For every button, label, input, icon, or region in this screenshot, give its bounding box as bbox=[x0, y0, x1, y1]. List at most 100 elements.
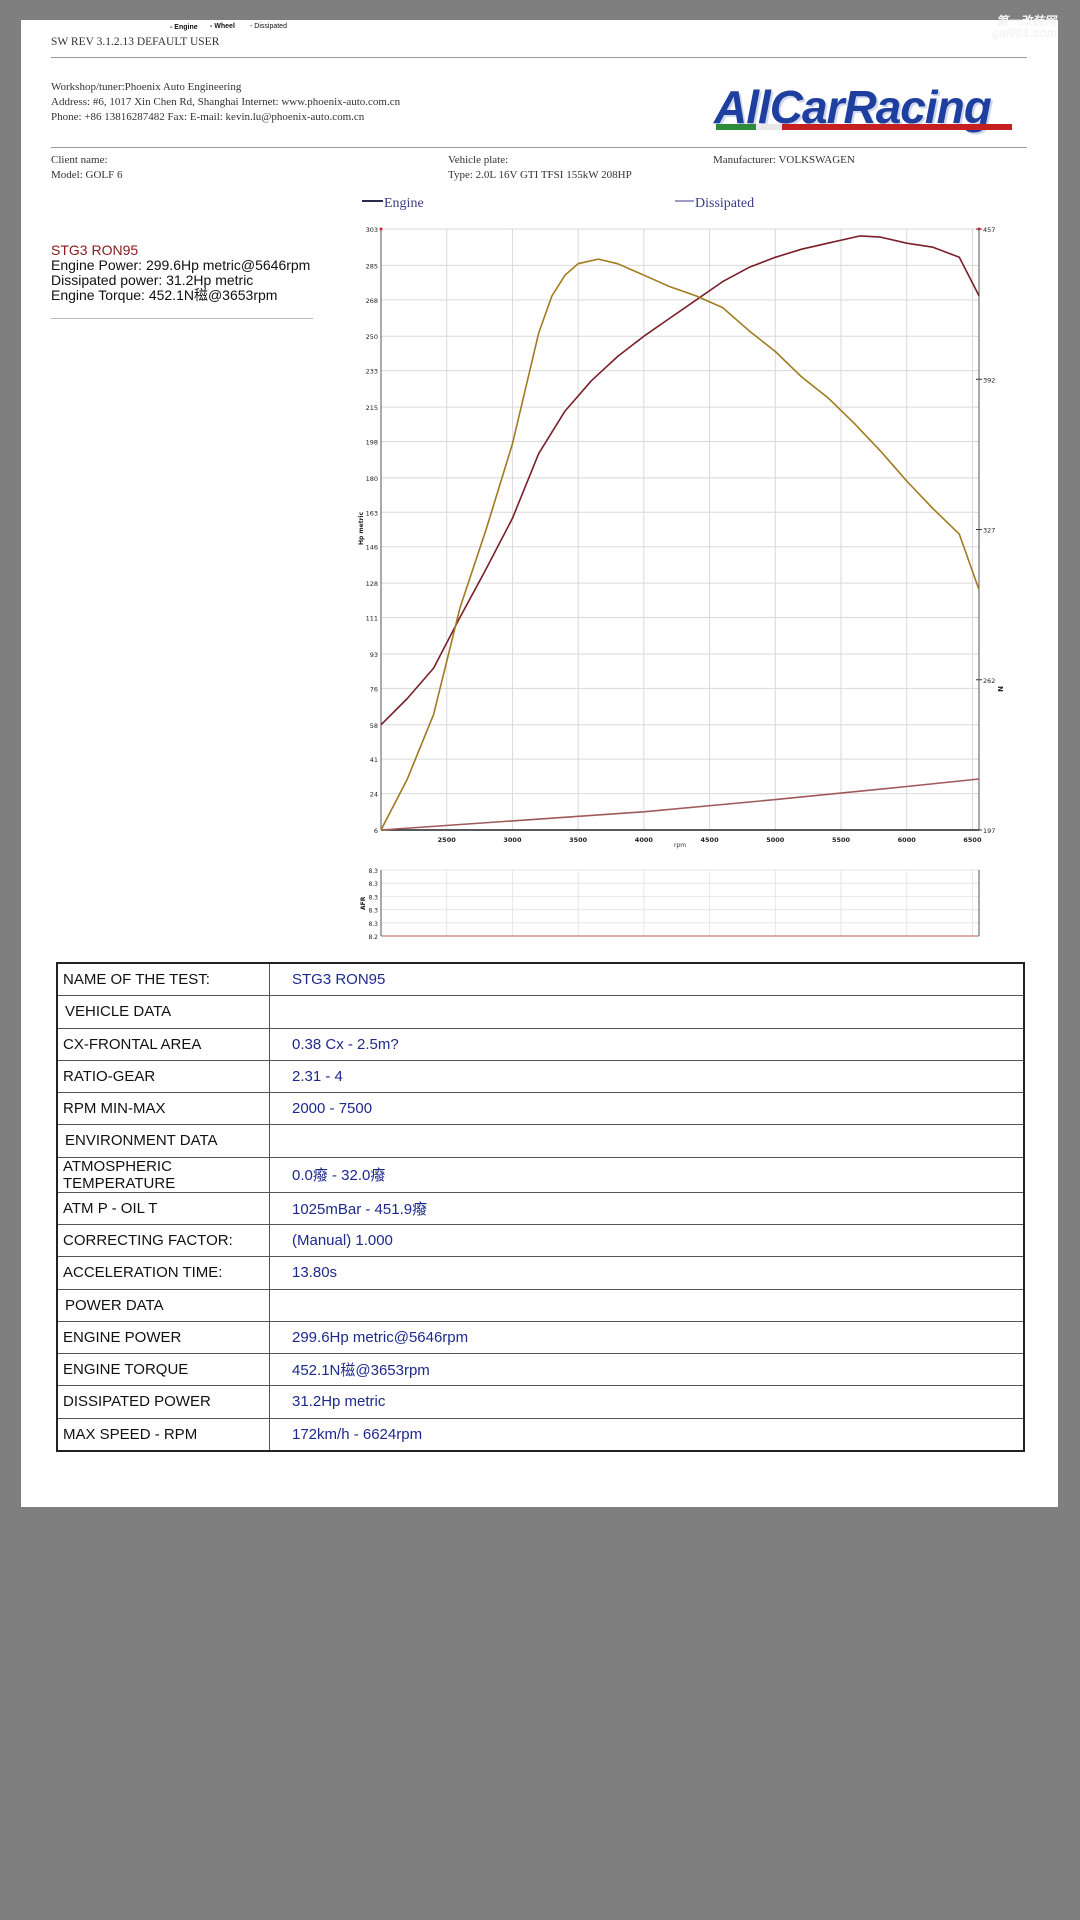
table-value: (Manual) 1.000 bbox=[269, 1224, 1024, 1258]
y-tick-left: 215 bbox=[366, 404, 378, 412]
afr-y-tick: 8.2 bbox=[368, 934, 378, 941]
x-axis-label: rpm bbox=[674, 842, 686, 849]
table-row: ENVIRONMENT DATA bbox=[57, 1124, 1024, 1158]
address-line: Address: #6, 1017 Xin Chen Rd, Shanghai … bbox=[51, 96, 401, 108]
y-tick-left: 24 bbox=[370, 791, 378, 799]
table-value: 0.0癈 - 32.0癈 bbox=[269, 1157, 1024, 1193]
vehicle-type: Type: 2.0L 16V GTI TFSI 155kW 208HP bbox=[448, 169, 632, 181]
x-tick: 6500 bbox=[963, 836, 982, 844]
y-tick-left: 93 bbox=[370, 651, 378, 659]
series-engine-torque-line bbox=[380, 258, 980, 831]
top-legend-dissipated: - Dissipated bbox=[250, 23, 287, 30]
series-dissipated-line bbox=[380, 778, 980, 831]
y-tick-left: 285 bbox=[366, 262, 378, 270]
table-key: VEHICLE DATA bbox=[57, 995, 270, 1029]
afr-y-label: AFR bbox=[360, 896, 367, 910]
x-tick: 4000 bbox=[635, 836, 654, 844]
table-row: DISSIPATED POWER 31.2Hp metric bbox=[57, 1385, 1024, 1419]
top-legend-engine: - Engine bbox=[170, 24, 198, 31]
table-value bbox=[269, 995, 1024, 1029]
table-key: DISSIPATED POWER bbox=[57, 1385, 270, 1419]
y-tick-left: 146 bbox=[366, 544, 378, 552]
header-rule-2 bbox=[51, 147, 1027, 148]
y-tick-left: 198 bbox=[366, 438, 378, 446]
table-value: 452.1N稵@3653rpm bbox=[269, 1353, 1024, 1387]
table-row: ATM P - OIL T 1025mBar - 451.9癈 bbox=[57, 1192, 1024, 1226]
x-tick: 5500 bbox=[832, 836, 851, 844]
y-tick-right: 262 bbox=[983, 677, 995, 685]
y-tick-right: 392 bbox=[983, 376, 995, 384]
table-value: 31.2Hp metric bbox=[269, 1385, 1024, 1419]
x-tick: 3000 bbox=[503, 836, 522, 844]
workshop-line: Workshop/tuner:Phoenix Auto Engineering bbox=[51, 81, 242, 93]
afr-y-tick: 8.3 bbox=[368, 908, 378, 915]
table-value: 299.6Hp metric@5646rpm bbox=[269, 1321, 1024, 1355]
y-tick-left: 233 bbox=[366, 368, 378, 376]
x-tick: 4500 bbox=[701, 836, 720, 844]
marker-top-right bbox=[977, 227, 981, 231]
y-tick-left: 58 bbox=[370, 722, 378, 730]
table-value: 172km/h - 6624rpm bbox=[269, 1418, 1024, 1452]
y-tick-left: 180 bbox=[366, 475, 378, 483]
table-row: CORRECTING FACTOR: (Manual) 1.000 bbox=[57, 1224, 1024, 1258]
table-row: NAME OF THE TEST: STG3 RON95 bbox=[57, 963, 1024, 997]
client-name: Client name: bbox=[51, 154, 108, 166]
table-value: 2.31 - 4 bbox=[269, 1060, 1024, 1094]
summary-rule bbox=[51, 318, 313, 319]
x-tick: 5000 bbox=[766, 836, 785, 844]
y-tick-left: 163 bbox=[366, 509, 378, 517]
y-tick-left: 128 bbox=[366, 580, 378, 588]
table-key: RPM MIN-MAX bbox=[57, 1092, 270, 1126]
summary-engine-power: Engine Power: 299.6Hp metric@5646rpm bbox=[51, 257, 311, 273]
table-key: ATM P - OIL T bbox=[57, 1192, 270, 1226]
dyno-chart: Engine Dissipated 303 285 268 250 233 215 198 180… bbox=[358, 196, 1004, 941]
table-key: MAX SPEED - RPM bbox=[57, 1418, 270, 1452]
table-row: CX-FRONTAL AREA 0.38 Cx - 2.5m? bbox=[57, 1028, 1024, 1061]
test-data-table: NAME OF THE TEST: STG3 RON95 VEHICLE DATA C… bbox=[56, 962, 1025, 1452]
table-key: POWER DATA bbox=[57, 1289, 270, 1322]
table-key: ENGINE POWER bbox=[57, 1321, 270, 1355]
table-row: MAX SPEED - RPM 172km/h - 6624rpm bbox=[57, 1418, 1024, 1452]
table-row: VEHICLE DATA bbox=[57, 995, 1024, 1029]
phone-line: Phone: +86 13816287482 Fax: E-mail: kevi… bbox=[51, 111, 365, 123]
top-legend-wheel: - Wheel bbox=[210, 23, 235, 30]
table-row: RPM MIN-MAX 2000 - 7500 bbox=[57, 1092, 1024, 1126]
y-tick-left: 76 bbox=[370, 685, 378, 693]
table-value bbox=[269, 1124, 1024, 1158]
summary-dissipated-power: Dissipated power: 31.2Hp metric bbox=[51, 272, 254, 288]
table-row: ATMOSPHERIC TEMPERATURE 0.0癈 - 32.0癈 bbox=[57, 1157, 1024, 1193]
table-value: STG3 RON95 bbox=[269, 963, 1024, 997]
x-tick: 3500 bbox=[569, 836, 588, 844]
y-tick-left: 303 bbox=[366, 226, 378, 234]
y-tick-left: 41 bbox=[370, 756, 378, 764]
table-key: CORRECTING FACTOR: bbox=[57, 1224, 270, 1258]
y-tick-left: 250 bbox=[366, 333, 378, 341]
watermark-line2: gai001.com bbox=[992, 26, 1058, 40]
table-value: 1025mBar - 451.9癈 bbox=[269, 1192, 1024, 1226]
y-tick-left: 268 bbox=[366, 297, 378, 305]
header-rule-1 bbox=[51, 57, 1027, 58]
table-key: ENGINE TORQUE bbox=[57, 1353, 270, 1387]
manufacturer: Manufacturer: VOLKSWAGEN bbox=[713, 154, 855, 166]
y-axis-label-right: N bbox=[996, 686, 1004, 692]
vehicle-model: Model: GOLF 6 bbox=[51, 169, 123, 181]
sw-revision: SW REV 3.1.2.13 DEFAULT USER bbox=[51, 36, 220, 48]
table-value: 2000 - 7500 bbox=[269, 1092, 1024, 1126]
series-engine-power-line bbox=[380, 235, 980, 726]
afr-y-tick: 8.3 bbox=[368, 881, 378, 888]
watermark-line1: 第一改装网 bbox=[996, 14, 1057, 28]
y-tick-right: 197 bbox=[983, 827, 995, 835]
y-tick-left: 6 bbox=[374, 827, 378, 835]
afr-y-tick: 8.3 bbox=[368, 894, 378, 901]
table-row: POWER DATA bbox=[57, 1289, 1024, 1322]
table-key: RATIO-GEAR bbox=[57, 1060, 270, 1094]
y-axis-label-left: Hp metric bbox=[358, 511, 365, 545]
table-row: ENGINE POWER 299.6Hp metric@5646rpm bbox=[57, 1321, 1024, 1355]
table-value: 0.38 Cx - 2.5m? bbox=[269, 1028, 1024, 1061]
table-row: ACCELERATION TIME: 13.80s bbox=[57, 1256, 1024, 1290]
table-key: ATMOSPHERIC TEMPERATURE bbox=[57, 1157, 270, 1193]
x-tick: 2500 bbox=[438, 836, 457, 844]
x-tick: 6000 bbox=[898, 836, 917, 844]
table-key: CX-FRONTAL AREA bbox=[57, 1028, 270, 1061]
table-value: 13.80s bbox=[269, 1256, 1024, 1290]
